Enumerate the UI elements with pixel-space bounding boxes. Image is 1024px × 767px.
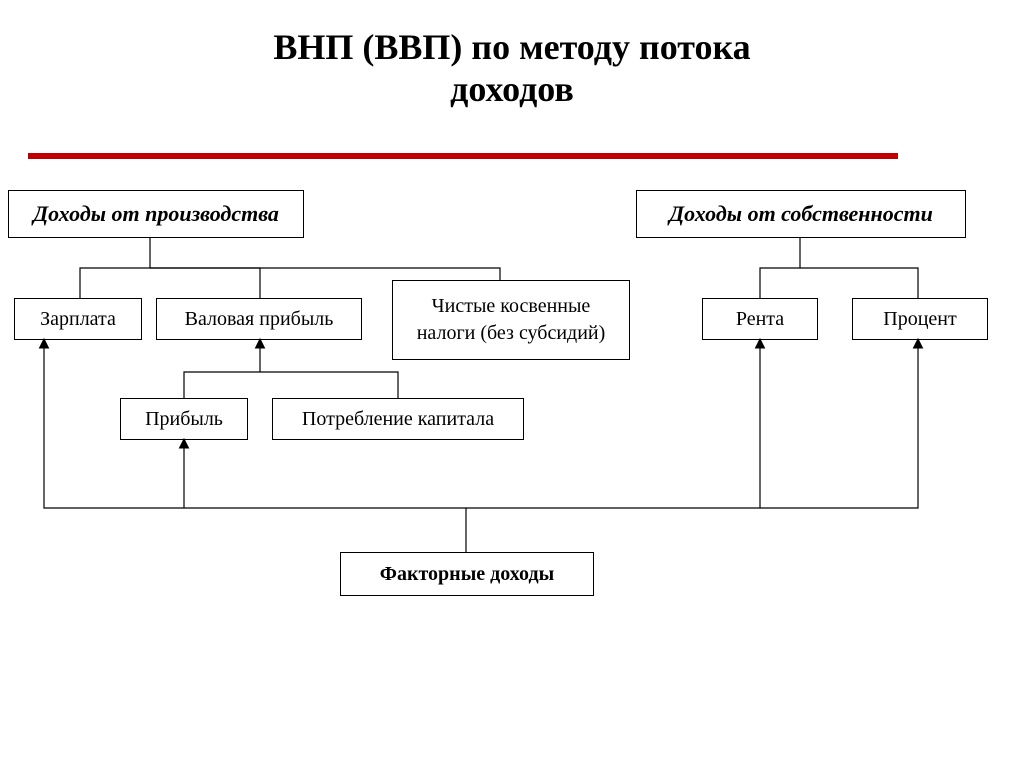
slide-title: ВНП (ВВП) по методу потока доходов	[0, 26, 1024, 110]
node-gross-profit: Валовая прибыль	[156, 298, 362, 340]
node-capital-consumption: Потребление капитала	[272, 398, 524, 440]
node-salary: Зарплата	[14, 298, 142, 340]
node-property-income: Доходы от собственности	[636, 190, 966, 238]
node-profit: Прибыль	[120, 398, 248, 440]
node-interest: Процент	[852, 298, 988, 340]
node-net-indirect-taxes: Чистые косвенные налоги (без субсидий)	[392, 280, 630, 360]
accent-bar	[28, 153, 898, 159]
node-factor-income: Факторные доходы	[340, 552, 594, 596]
node-rent: Рента	[702, 298, 818, 340]
diagram-edges	[0, 0, 1024, 767]
node-production-income: Доходы от производства	[8, 190, 304, 238]
